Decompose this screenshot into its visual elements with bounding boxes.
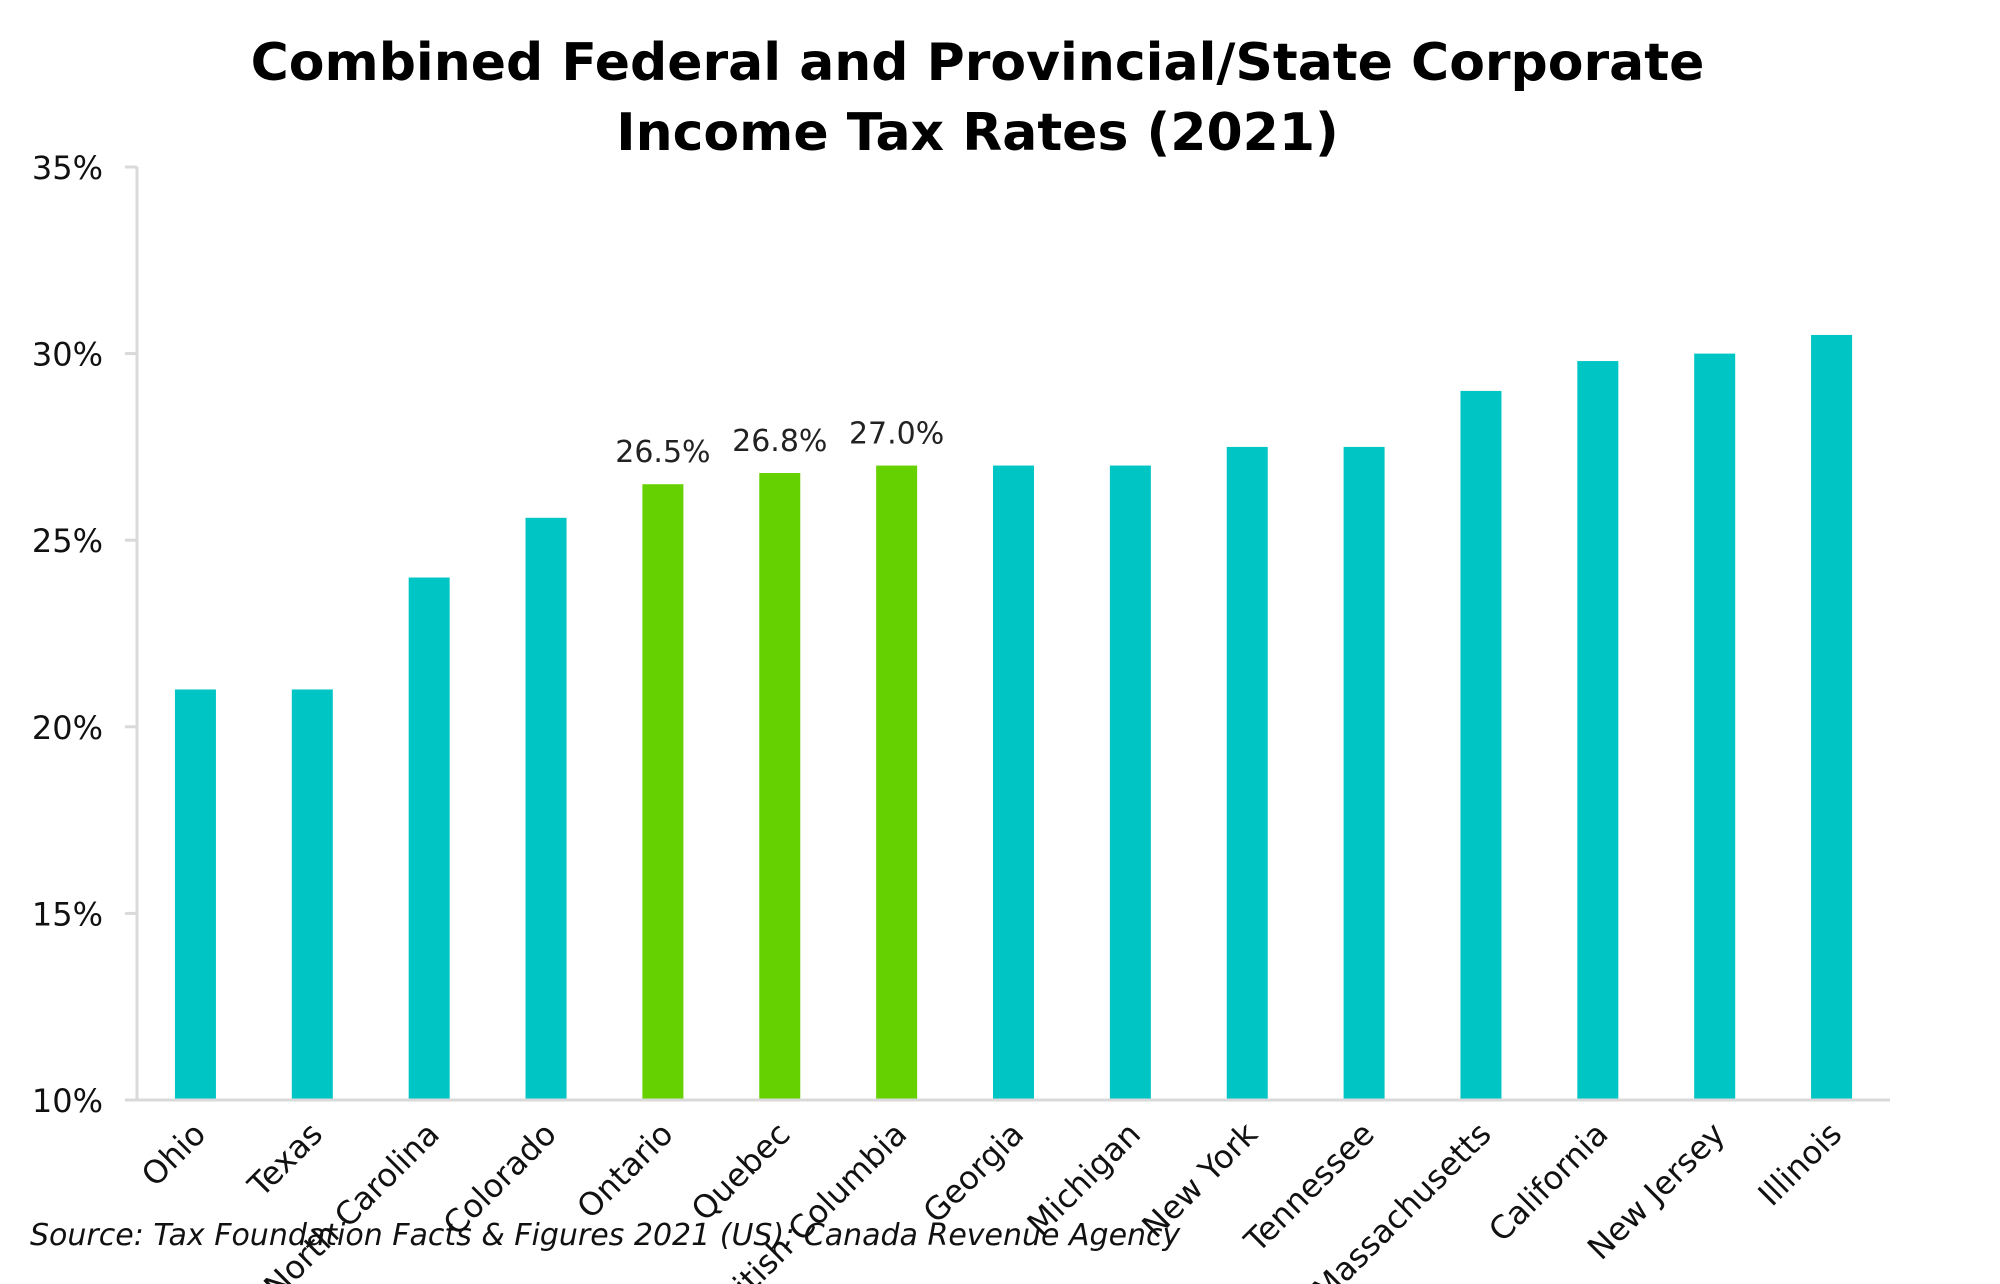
y-tick-label: 25%	[32, 522, 103, 560]
y-tick-label: 15%	[32, 895, 103, 933]
bar-california	[1577, 361, 1619, 1101]
y-tick-label: 20%	[32, 709, 103, 747]
y-tick-label: 30%	[32, 336, 103, 374]
x-tick-label: Illinois	[1751, 1115, 1850, 1214]
bar-colorado	[525, 517, 567, 1100]
x-tick-label: Quebec	[684, 1115, 798, 1229]
chart-title: Combined Federal and Provincial/State Co…	[0, 28, 1955, 168]
chart-title-line-1: Combined Federal and Provincial/State Co…	[250, 33, 1705, 93]
bar-new-jersey	[1694, 353, 1736, 1101]
bar-british-columbia	[876, 465, 918, 1100]
bar-ohio	[174, 689, 216, 1100]
data-label: 27.0%	[849, 417, 944, 452]
x-tick-label: Texas	[240, 1115, 330, 1205]
data-label: 26.5%	[615, 435, 710, 470]
bar-illinois	[1811, 334, 1853, 1100]
bar-texas	[291, 689, 333, 1100]
bar-ontario	[642, 484, 684, 1101]
bar-north-carolina	[408, 577, 450, 1100]
chart-title-line-2: Income Tax Rates (2021)	[616, 103, 1339, 163]
x-tick-label: Ohio	[134, 1115, 213, 1194]
x-tick-label: Ontario	[569, 1115, 680, 1226]
bar-quebec	[759, 473, 801, 1100]
bar-tennessee	[1343, 446, 1385, 1100]
x-tick-label: Georgia	[916, 1115, 1032, 1231]
bar-georgia	[993, 465, 1034, 1100]
bar-massachusetts	[1460, 390, 1502, 1100]
y-tick-label: 10%	[32, 1082, 103, 1120]
data-label: 26.8%	[732, 424, 827, 459]
bar-new-york	[1226, 446, 1268, 1100]
bar-michigan	[1109, 465, 1151, 1100]
y-tick-label: 35%	[32, 149, 103, 187]
source-note: Source: Tax Foundation Facts & Figures 2…	[30, 1218, 1181, 1253]
